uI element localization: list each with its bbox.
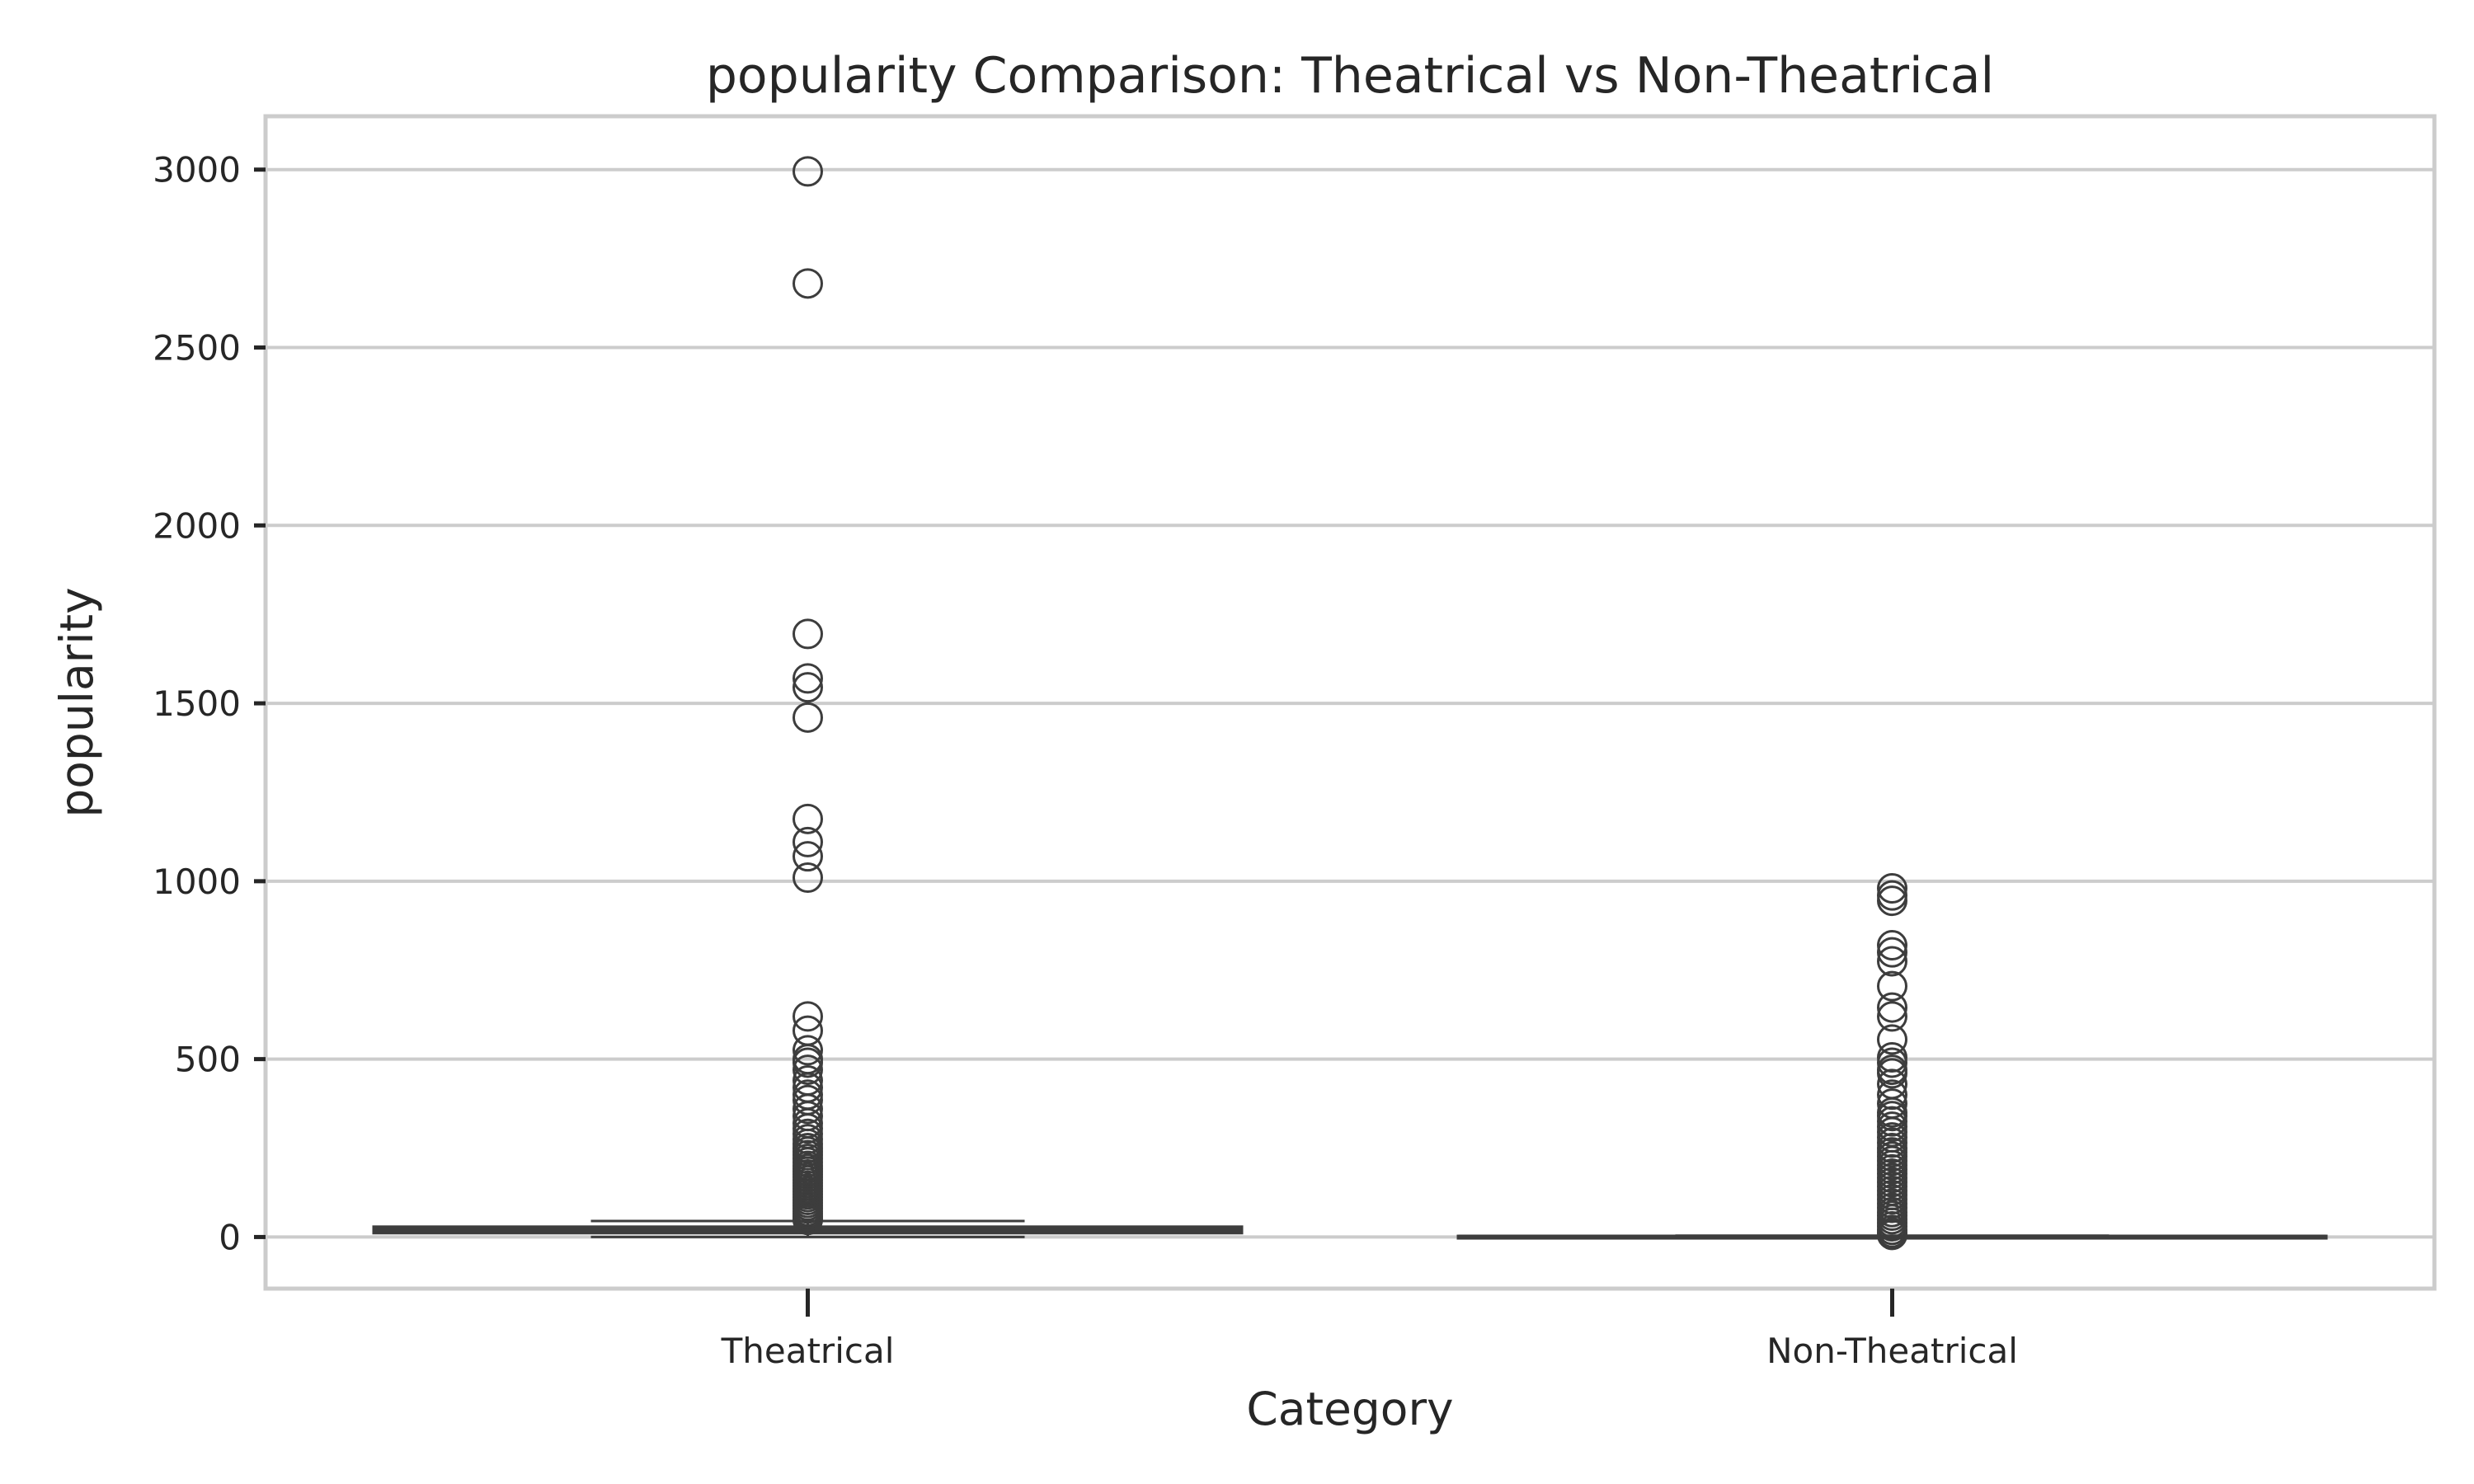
outlier-point: [1877, 1024, 1907, 1055]
outlier-point: [1877, 946, 1907, 977]
chart-title: popularity Comparison: Theatrical vs Non…: [706, 47, 1994, 105]
axis-layer: 0 500 1000 1500 2000 2500 3000 Theatrical Non-Th…: [153, 150, 2018, 1371]
outlier-point: [793, 1035, 823, 1066]
outlier-point: [793, 826, 823, 857]
y-tick-label: 0: [219, 1217, 241, 1257]
outlier-point: [793, 663, 823, 694]
x-tick-label: Non-Theatrical: [1766, 1331, 2018, 1371]
outlier-point: [793, 702, 823, 733]
outlier-point: [1877, 1047, 1907, 1078]
outlier-point: [793, 1047, 823, 1078]
outlier-point: [1877, 885, 1907, 917]
outlier-point: [793, 1205, 823, 1236]
y-tick-label: 3000: [153, 150, 241, 190]
outlier-point: [793, 1093, 823, 1125]
outlier-point: [793, 672, 823, 703]
outlier-point: [793, 1054, 823, 1086]
y-axis-title: popularity: [50, 587, 103, 817]
y-tick-label: 2500: [153, 328, 241, 369]
outlier-point: [1877, 970, 1907, 1002]
y-tick-label: 1000: [153, 862, 241, 902]
outlier-point: [1877, 872, 1907, 904]
y-tick-label: 1500: [153, 683, 241, 724]
outlier-point: [1877, 930, 1907, 961]
grid-layer: [266, 167, 2434, 1239]
outlier-point: [1877, 937, 1907, 968]
x-axis-title: Category: [1246, 1383, 1453, 1435]
y-tick-label: 500: [175, 1040, 241, 1080]
outlier-layer: [793, 156, 1907, 1251]
x-tick-label: Theatrical: [721, 1331, 895, 1371]
outlier-point: [1877, 1079, 1907, 1111]
outlier-point: [1877, 1058, 1907, 1089]
outlier-point: [793, 841, 823, 872]
outlier-point: [1877, 1219, 1907, 1251]
outlier-point: [1877, 992, 1907, 1023]
outlier-point: [1877, 1001, 1907, 1032]
outlier-point: [793, 156, 823, 187]
outlier-point: [793, 618, 823, 650]
outlier-point: [793, 803, 823, 834]
outlier-point: [793, 862, 823, 894]
outlier-point: [793, 1001, 823, 1032]
y-tick-label: 2000: [153, 505, 241, 546]
outlier-point: [793, 268, 823, 299]
